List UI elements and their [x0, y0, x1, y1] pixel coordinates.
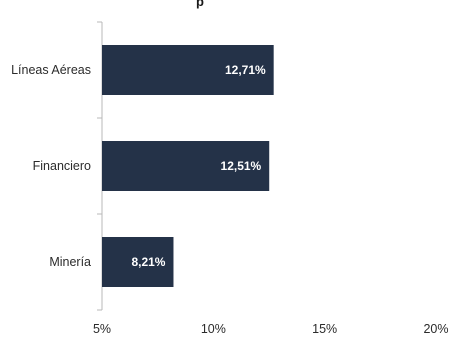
x-tick-label: 15%	[312, 322, 337, 336]
x-tick-label: 10%	[201, 322, 226, 336]
bar-value-label: 12,51%	[221, 159, 262, 173]
bars-group: 12,71% 12,51% 8,21%	[102, 45, 274, 287]
category-labels: Líneas Aéreas Financiero Minería	[11, 63, 91, 269]
bar	[102, 141, 270, 191]
bar	[102, 45, 274, 95]
y-axis-ticks	[97, 21, 102, 311]
x-tick-label: 5%	[93, 322, 111, 336]
bar	[102, 237, 174, 287]
category-label: Minería	[49, 255, 91, 269]
category-label: Financiero	[33, 159, 91, 173]
chart-title: p	[196, 0, 204, 9]
bar-value-label: 12,71%	[225, 63, 266, 77]
bar-value-label: 8,21%	[131, 255, 165, 269]
category-label: Líneas Aéreas	[11, 63, 91, 77]
x-axis-tick-labels: 5% 10% 15% 20%	[93, 322, 449, 336]
x-tick-label: 20%	[423, 322, 448, 336]
